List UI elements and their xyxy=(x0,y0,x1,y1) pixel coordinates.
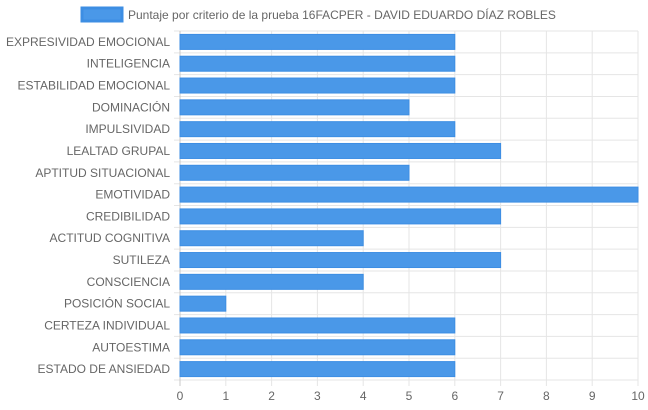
bar[interactable] xyxy=(179,55,456,72)
legend-label: Puntaje por criterio de la prueba 16FACP… xyxy=(128,7,556,22)
bars xyxy=(179,33,639,378)
bar[interactable] xyxy=(179,361,456,378)
x-tick-label: 2 xyxy=(268,389,275,403)
bar[interactable] xyxy=(179,121,456,138)
bar[interactable] xyxy=(179,230,364,247)
x-tick-label: 9 xyxy=(589,389,596,403)
legend-swatch xyxy=(80,6,124,23)
x-tick-labels: 0 1 2 3 4 5 6 7 8 9 10 xyxy=(177,389,645,403)
category-label: ESTABILIDAD EMOCIONAL xyxy=(18,79,171,93)
bar[interactable] xyxy=(179,208,502,225)
legend[interactable]: Puntaje por criterio de la prueba 16FACP… xyxy=(80,6,556,23)
category-label: CREDIBILIDAD xyxy=(86,209,170,223)
x-tick-label: 3 xyxy=(314,389,321,403)
category-labels: EXPRESIVIDAD EMOCIONAL INTELIGENCIA ESTABI… xyxy=(6,35,170,376)
category-label: CONSCIENCIA xyxy=(87,275,170,289)
bar[interactable] xyxy=(179,33,456,50)
category-label: IMPULSIVIDAD xyxy=(85,122,170,136)
category-label: POSICIÓN SOCIAL xyxy=(64,296,170,311)
bar[interactable] xyxy=(179,252,502,269)
x-tick-label: 7 xyxy=(497,389,504,403)
bar[interactable] xyxy=(179,317,456,334)
x-tick-label: 0 xyxy=(177,389,184,403)
bar[interactable] xyxy=(179,164,410,181)
category-label: DOMINACIÓN xyxy=(92,99,170,114)
category-label: EXPRESIVIDAD EMOCIONAL xyxy=(6,35,170,49)
x-tick-label: 6 xyxy=(451,389,458,403)
bar[interactable] xyxy=(179,142,502,159)
category-label: LEALTAD GRUPAL xyxy=(67,144,171,158)
category-label: APTITUD SITUACIONAL xyxy=(35,166,170,180)
bar[interactable] xyxy=(179,99,410,116)
category-label: ACTITUD COGNITIVA xyxy=(50,231,170,245)
bar[interactable] xyxy=(179,77,456,94)
x-tick-label: 5 xyxy=(406,389,413,403)
x-tick-label: 10 xyxy=(631,389,645,403)
category-label: EMOTIVIDAD xyxy=(95,188,170,202)
category-label: INTELIGENCIA xyxy=(87,57,170,71)
bar[interactable] xyxy=(179,339,456,356)
x-tick-label: 1 xyxy=(222,389,229,403)
category-label: AUTOESTIMA xyxy=(92,340,170,354)
bar[interactable] xyxy=(179,186,639,203)
category-label: SUTILEZA xyxy=(113,253,170,267)
category-label: ESTADO DE ANSIEDAD xyxy=(38,362,171,376)
bar[interactable] xyxy=(179,295,227,312)
bar[interactable] xyxy=(179,273,364,290)
x-tick-label: 4 xyxy=(360,389,367,403)
category-label: CERTEZA INDIVIDUAL xyxy=(44,318,170,332)
x-tick-label: 8 xyxy=(543,389,550,403)
